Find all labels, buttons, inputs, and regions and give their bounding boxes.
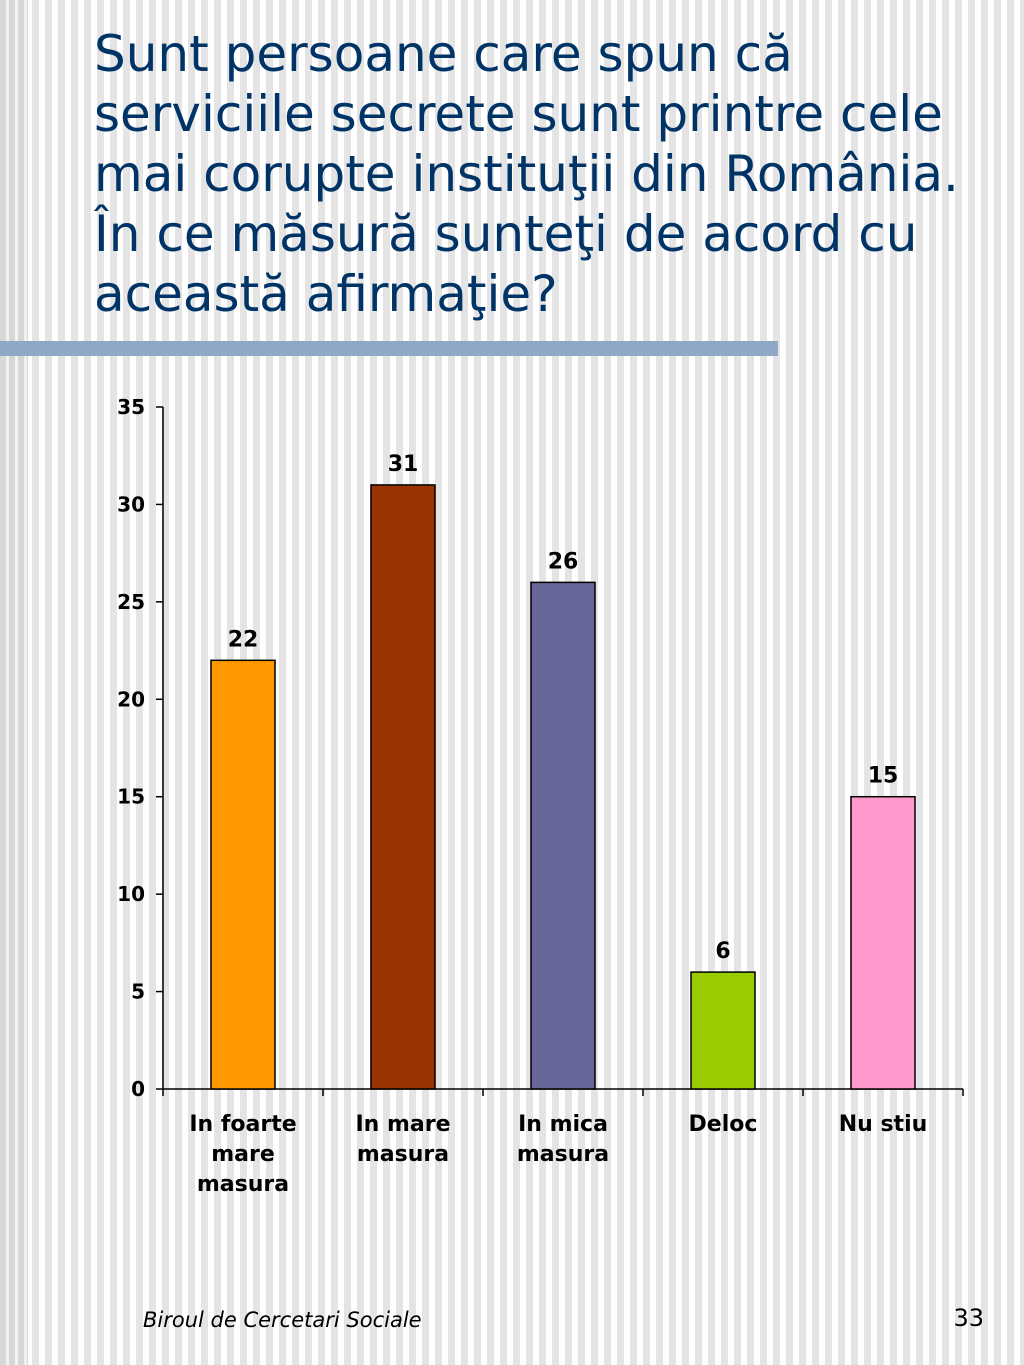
category-label: In foarte [189, 1112, 296, 1137]
y-axis: 0 5 10 15 20 25 30 35 [117, 395, 164, 1101]
y-tick-label: 0 [131, 1077, 145, 1101]
x-axis [162, 1088, 964, 1096]
category-label: Nu stiu [839, 1112, 928, 1137]
bar [210, 659, 276, 1090]
bar [370, 484, 436, 1090]
y-tick-label: 5 [131, 980, 145, 1004]
title-underline-bar [0, 341, 778, 356]
category-label: masura [197, 1172, 289, 1197]
category-label: In mica [518, 1112, 608, 1137]
y-tick-label: 20 [117, 687, 145, 711]
category-labels: In foarte mare masura In mare masura In mica m… [189, 1112, 927, 1197]
y-tick-label: 10 [117, 882, 145, 906]
footer-organization: Biroul de Cercetari Sociale [143, 1308, 422, 1332]
category-label: masura [517, 1142, 609, 1167]
data-label: 31 [388, 452, 419, 477]
left-edge-band [0, 0, 28, 1365]
data-labels: 22 31 26 6 15 [228, 452, 899, 964]
data-label: 15 [868, 764, 899, 789]
bar [850, 795, 916, 1090]
bars [210, 484, 916, 1090]
data-label: 26 [548, 549, 579, 574]
page-number: 33 [953, 1304, 984, 1332]
data-label: 6 [715, 939, 730, 964]
y-tick-label: 30 [117, 492, 145, 516]
bar [530, 581, 596, 1090]
category-label: mare [211, 1142, 275, 1167]
category-label: Deloc [689, 1112, 758, 1137]
y-tick-label: 35 [117, 395, 145, 419]
y-tick-label: 25 [117, 590, 145, 614]
y-tick-label: 15 [117, 785, 145, 809]
bar [690, 971, 756, 1090]
category-label: In mare [355, 1112, 450, 1137]
category-label: masura [357, 1142, 449, 1167]
data-label: 22 [228, 627, 259, 652]
slide-title: Sunt persoane care spun că serviciile se… [94, 25, 959, 323]
